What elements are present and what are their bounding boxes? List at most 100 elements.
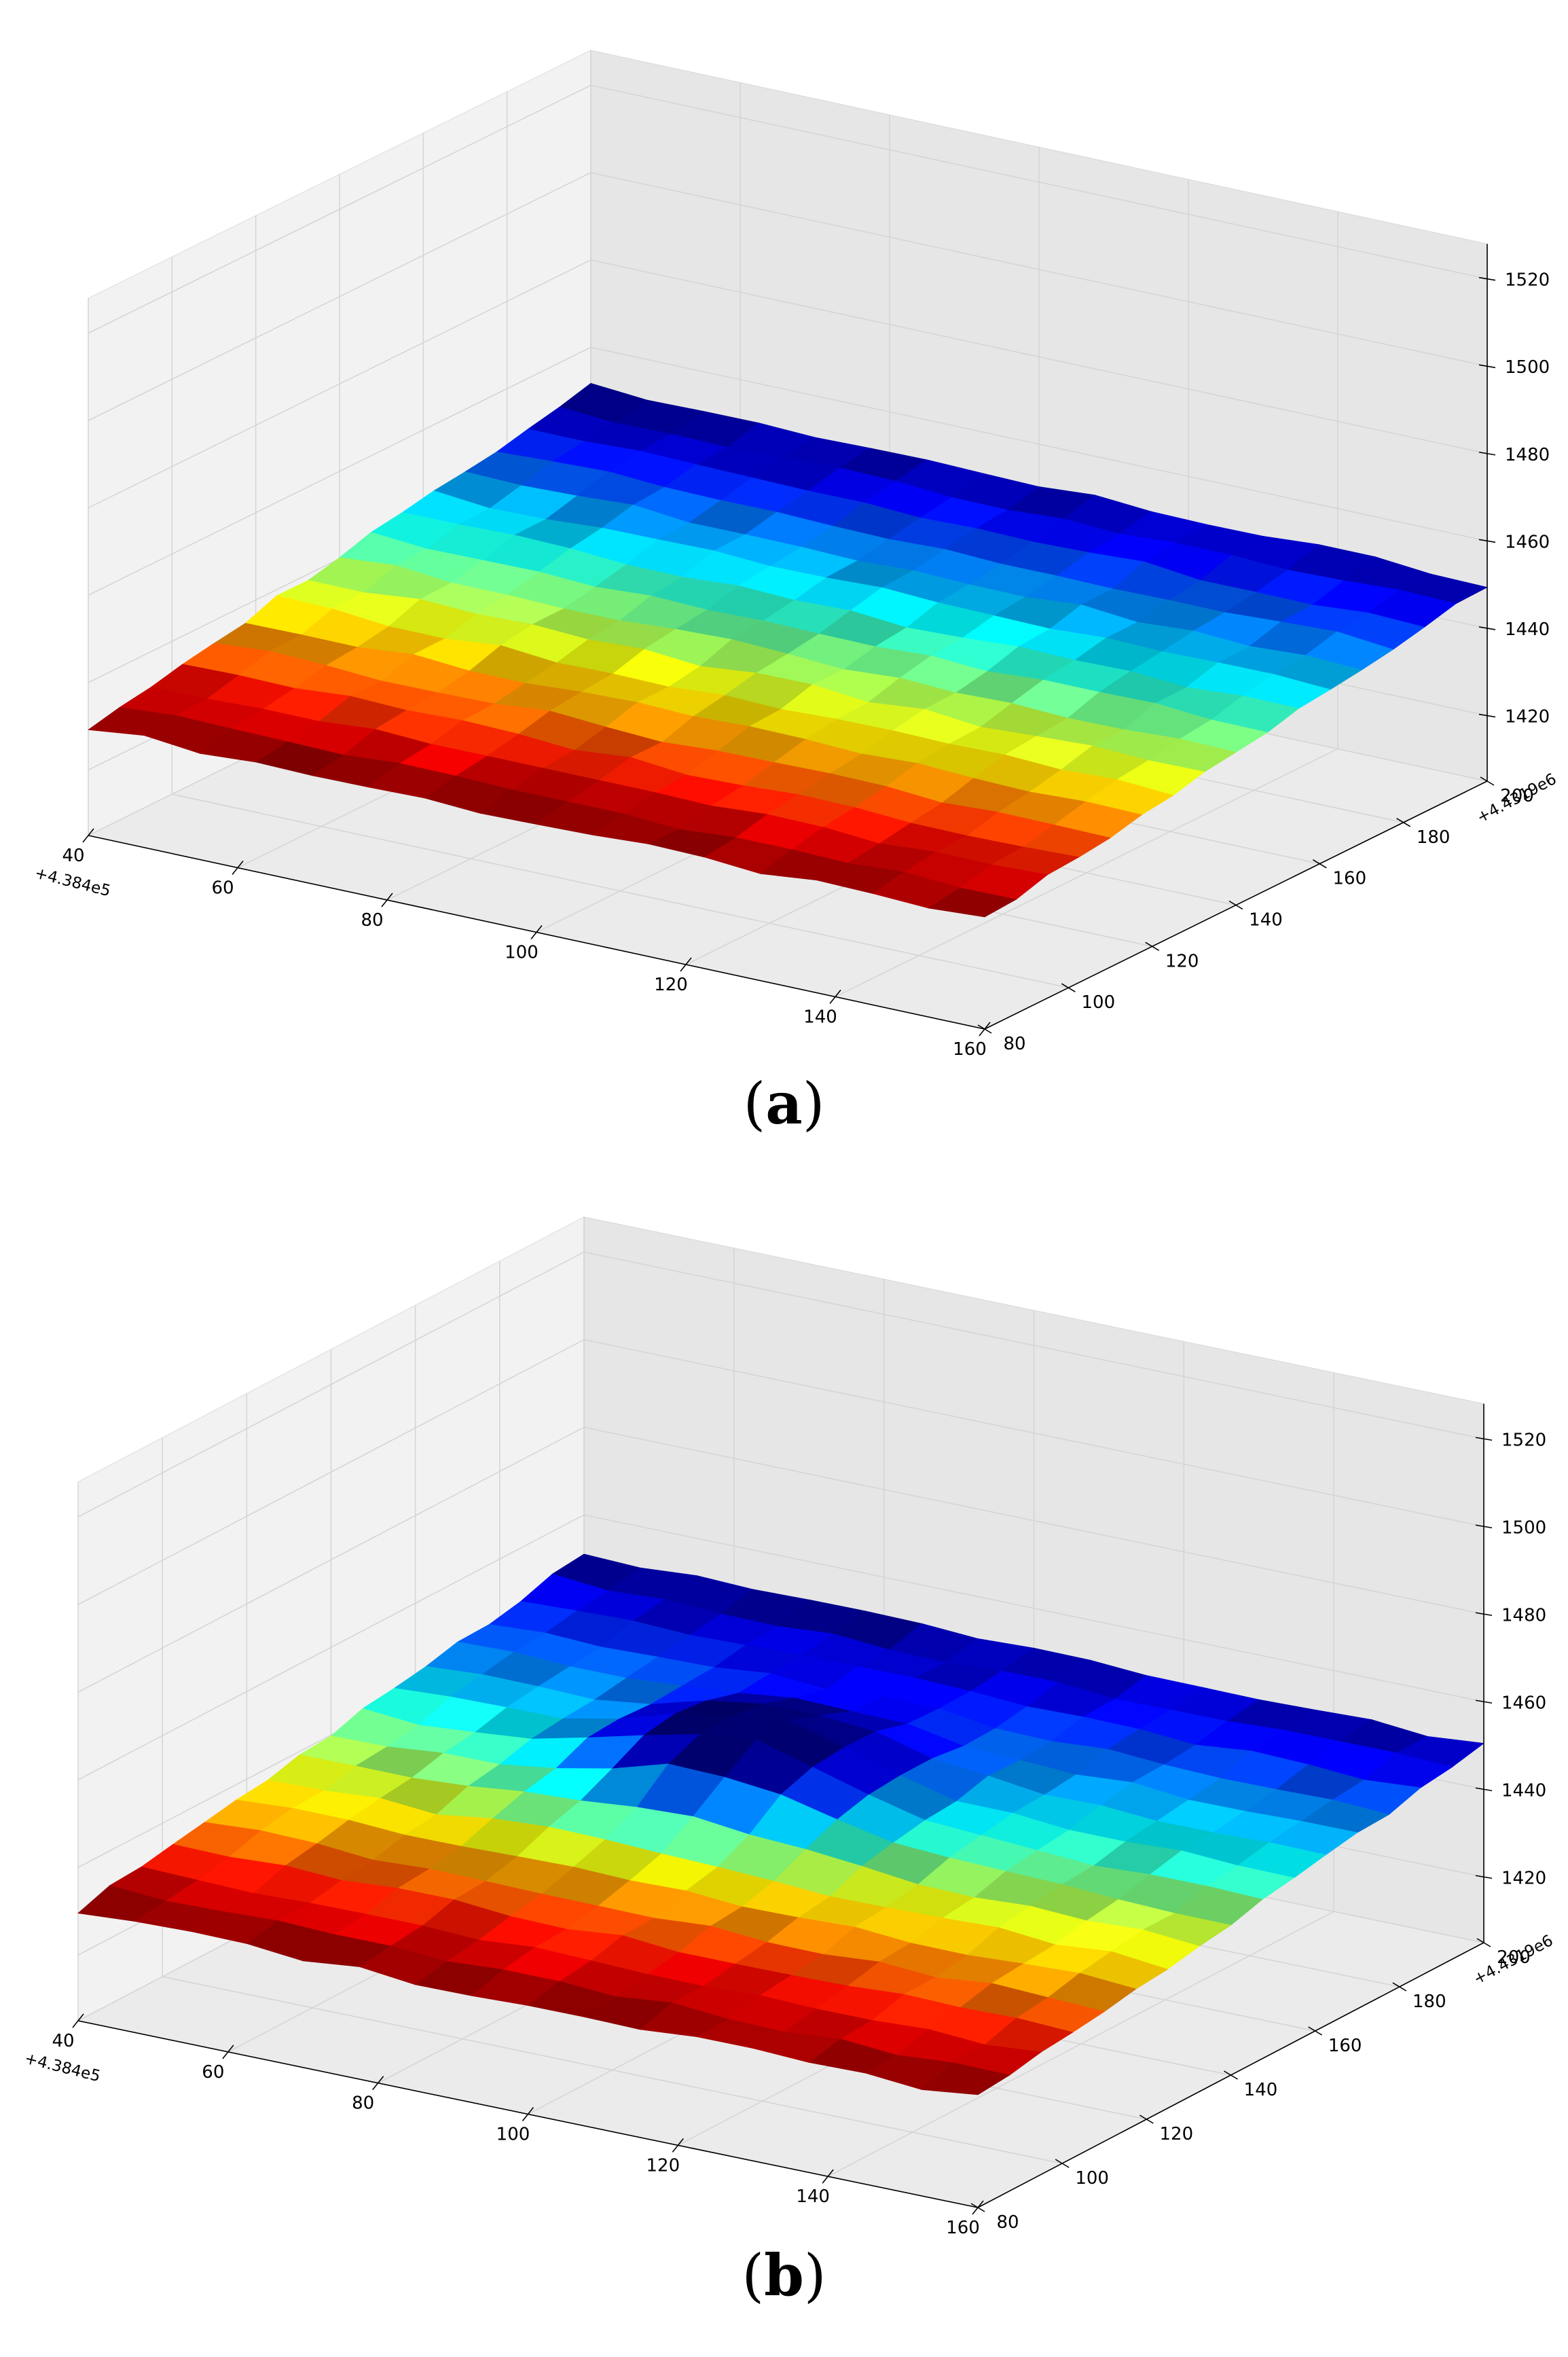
y-tick	[970, 2203, 985, 2212]
z-tick	[1478, 713, 1496, 718]
y-tick	[1476, 1938, 1491, 1947]
y-tick	[977, 1024, 992, 1034]
grid-line	[162, 1976, 1063, 2164]
caption-b-close: )	[803, 2242, 826, 2309]
z-tick	[1478, 626, 1496, 630]
surface	[87, 382, 1489, 918]
z-tick-label: 1500	[1501, 1517, 1546, 1538]
y-tick-label: 80	[996, 2212, 1019, 2233]
surface-patch	[928, 887, 1017, 918]
z-tick-label: 1460	[1505, 532, 1550, 552]
z-tick	[1478, 539, 1496, 543]
grid-line	[590, 259, 1488, 454]
z-tick	[1475, 1437, 1493, 1441]
surface-plot-b: 40 60 80 100 120 140 160 +4.384e5 80 100 120 140 160…	[23, 1216, 1556, 2238]
x-offset-label: +4.384e5	[23, 2050, 103, 2086]
x-tick	[530, 925, 543, 939]
y-tick-label: 100	[1075, 2168, 1109, 2189]
x-tick	[672, 2138, 684, 2153]
caption-a: (a)	[0, 1070, 1568, 1137]
figure-b: 40 60 80 100 120 140 160 +4.384e5 80 100 120 140 160…	[0, 1178, 1568, 2357]
grid-line	[77, 1514, 585, 1780]
y-tick-label: 200	[1497, 1947, 1531, 1968]
z-tick	[1475, 1524, 1493, 1529]
caption-b-letter: b	[764, 2242, 804, 2309]
y-tick	[1228, 900, 1243, 910]
y-tick-label: 160	[1333, 869, 1367, 889]
caption-a-letter: a	[765, 1070, 803, 1137]
x-tick	[829, 990, 841, 1004]
x-tick-label: 160	[953, 1039, 987, 1060]
surface-plot-a: 40 60 80 100 120 140 160 +4.384e5 80 100 120 140 160…	[33, 50, 1559, 1060]
y-tick	[1055, 2159, 1070, 2168]
y-tick	[1224, 2070, 1238, 2080]
figure-a: 40 60 80 100 120 140 160 +4.384e5 80 100 120 140 160…	[0, 0, 1568, 1178]
x-tick-label: 80	[352, 2093, 374, 2114]
x-offset-label: +4.384e5	[33, 865, 113, 901]
x-tick	[72, 2013, 84, 2028]
surface	[77, 1553, 1485, 2095]
x-tick-label: 80	[361, 910, 383, 931]
y-tick	[1396, 818, 1411, 827]
y-tick-label: 120	[1165, 951, 1199, 971]
z-tick-label: 1420	[1501, 1868, 1546, 1888]
x-tick-label: 100	[505, 943, 539, 963]
z-tick-label: 1520	[1505, 270, 1550, 291]
y-tick	[1312, 859, 1327, 869]
z-tick	[1478, 451, 1496, 456]
y-tick-label: 140	[1244, 2080, 1278, 2100]
grid-line	[77, 1426, 585, 1693]
z-tick-label: 1420	[1505, 707, 1550, 727]
x-tick	[82, 828, 94, 843]
x-tick	[232, 861, 244, 875]
y-tick	[1392, 1982, 1407, 1992]
caption-a-open: (	[743, 1070, 766, 1137]
x-tick-label: 40	[62, 846, 84, 866]
z-tick	[1475, 1612, 1493, 1617]
z-tick-label: 1480	[1501, 1605, 1546, 1625]
z-tick-label: 1520	[1501, 1430, 1546, 1450]
surface-patch	[921, 2062, 1010, 2095]
x-tick	[680, 957, 692, 972]
z-tick	[1478, 364, 1496, 368]
x-tick	[822, 2169, 834, 2184]
x-tick-label: 140	[796, 2187, 830, 2207]
x-tick-label: 160	[946, 2218, 980, 2238]
grid-line	[590, 346, 1488, 542]
y-tick-label: 140	[1249, 910, 1283, 931]
x-tick-label: 120	[646, 2155, 680, 2176]
z-tick	[1478, 276, 1496, 281]
y-tick	[1480, 776, 1495, 786]
grid-line	[77, 1339, 585, 1605]
grid-line	[88, 346, 591, 596]
y-tick	[1145, 941, 1160, 952]
x-tick-label: 60	[211, 878, 234, 899]
z-tick-label: 1460	[1501, 1693, 1546, 1713]
y-tick	[1139, 2115, 1154, 2124]
caption-b: (b)	[0, 2242, 1568, 2309]
y-tick-label: 180	[1417, 827, 1451, 848]
x-tick-label: 40	[52, 2031, 74, 2051]
y-tick-label: 100	[1082, 992, 1116, 1013]
grid-line	[88, 172, 591, 421]
y-tick	[1308, 2026, 1323, 2036]
z-tick-label: 1480	[1505, 445, 1550, 465]
y-tick-label: 80	[1003, 1034, 1025, 1054]
y-tick-label: 180	[1412, 1992, 1446, 2012]
grid-line	[590, 84, 1488, 280]
y-tick-label: 120	[1160, 2124, 1194, 2144]
grid-line	[583, 1251, 1484, 1439]
grid-line	[583, 1514, 1484, 1702]
z-tick	[1475, 1875, 1493, 1879]
grid-line	[583, 1426, 1484, 1615]
x-tick	[222, 2045, 234, 2059]
y-tick-label: 160	[1328, 2036, 1362, 2056]
grid-line	[172, 793, 1069, 988]
z-tick-label: 1500	[1505, 357, 1550, 378]
z-tick-label: 1440	[1505, 619, 1550, 640]
x-tick-label: 140	[803, 1007, 837, 1028]
y-tick	[1061, 983, 1076, 992]
grid-line	[88, 259, 591, 509]
grid-line	[77, 1251, 585, 1517]
caption-a-close: )	[802, 1070, 825, 1137]
